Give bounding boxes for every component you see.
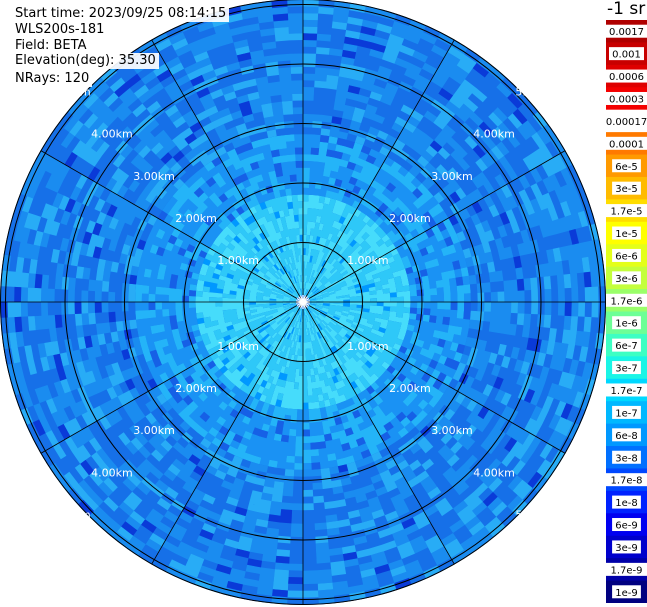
colorbar-label: 6e-8	[615, 431, 638, 442]
colorbar-label-bg	[612, 450, 641, 464]
colorbar-label-bg	[606, 562, 647, 576]
radar-gate-group	[0, 0, 606, 605]
ppi-plot: 1.00km 1.00km 1.00km 1.00km 2.00km 2.00km 2.00…	[0, 0, 606, 605]
colorbar-label-bg	[606, 136, 647, 150]
range-ring-label: 4.00km	[473, 128, 515, 141]
colorbar-label: 1e-7	[615, 408, 638, 419]
colorbar-label: 0.001	[612, 50, 641, 61]
range-ring-label: 2.00km	[175, 382, 217, 395]
colorbar-label: 0.0006	[609, 72, 644, 83]
radar-cells	[0, 0, 606, 605]
colorbar-label-bg	[606, 383, 647, 397]
colorbar-label: 3e-7	[615, 364, 638, 375]
colorbar-label-bg	[612, 159, 641, 173]
colorbar-label: 1.7e-5	[610, 207, 642, 218]
colorbar-label-bg	[612, 181, 641, 195]
colorbar-label-bg	[606, 473, 647, 487]
azimuth-spoke	[40, 301, 304, 454]
range-ring-label: 3.00km	[431, 170, 473, 183]
colorbar-unit-title: -1 sr	[607, 0, 646, 19]
center-marker	[300, 295, 306, 309]
colorbar-label: 1.7e-9	[610, 565, 642, 576]
range-ring-label: 5.00km	[49, 86, 91, 99]
colorbar-label: 1e-5	[615, 229, 638, 240]
colorbar-label: 1e-8	[615, 498, 638, 509]
range-ring-label: 4.00km	[473, 466, 515, 479]
colorbar-label: 6e-5	[615, 162, 638, 173]
radar-gate-group	[148, 135, 471, 470]
colorbar-label: 0.0001	[609, 139, 644, 150]
range-ring-label: 4.00km	[91, 466, 133, 479]
azimuth-spoke	[302, 301, 566, 454]
colorbar-label: 1e-6	[615, 319, 638, 330]
colorbar-label: 3e-6	[615, 274, 638, 285]
colorbar-label-bg	[612, 271, 641, 285]
radar-gate-group	[196, 201, 397, 410]
colorbar-label-bg	[606, 91, 647, 105]
range-ring-labels: 1.00km 1.00km 1.00km 1.00km 2.00km 2.00km 2.00…	[49, 86, 557, 522]
colorbar-label-bg	[606, 114, 647, 128]
colorbar-label: 3e-9	[615, 543, 638, 554]
radar-gate-group	[0, 0, 606, 605]
colorbar-label-bg	[612, 361, 641, 375]
range-ring-label: 5.00km	[49, 508, 91, 521]
field-label: Field: BETA	[12, 38, 90, 54]
colorbar-label: 3e-5	[615, 184, 638, 195]
start-time-label: Start time: 2023/09/25 08:14:15	[12, 6, 230, 22]
colorbar-label: 1.7e-6	[610, 296, 642, 307]
range-ring-label: 3.00km	[133, 424, 175, 437]
azimuth-spoke	[151, 301, 304, 565]
colorbar-label: 1.7e-8	[610, 476, 642, 487]
range-ring-label: 2.00km	[389, 212, 431, 225]
instrument-label: WLS200s-181	[12, 22, 108, 38]
colorbar-label-bg	[612, 248, 641, 262]
colorbar-label-bg	[612, 495, 641, 509]
azimuth-spokes	[0, 0, 606, 605]
colorbar-label: 1.7e-7	[610, 386, 642, 397]
colorbar-label-bg	[606, 204, 647, 218]
colorbar-label-bg	[612, 226, 641, 240]
colorbar-label: 6e-7	[615, 341, 638, 352]
azimuth-spoke	[40, 150, 304, 303]
colorbar-label-bg	[609, 47, 644, 61]
radar-gate-group	[0, 0, 606, 605]
colorbar-label: 6e-9	[615, 521, 638, 532]
colorbar-label: 3e-8	[615, 453, 638, 464]
colorbar-label-bg	[612, 405, 641, 419]
colorbar-label-bg	[606, 293, 647, 307]
range-ring-label: 1.00km	[347, 340, 389, 353]
colorbar: 0.0017 0.001 0.0006 0.0003 0.00017 0.0001 6e-5…	[606, 20, 647, 603]
colorbar-label-bg	[612, 518, 641, 532]
elevation-label: Elevation(deg): 35.30	[12, 53, 159, 69]
range-ring-label: 5.00km	[515, 86, 557, 99]
colorbar-label-bg	[612, 540, 641, 554]
range-ring-label: 3.00km	[431, 424, 473, 437]
colorbar-label: 6e-6	[615, 251, 638, 262]
colorbar-label-bg	[612, 338, 641, 352]
colorbar-label: 0.00017	[606, 117, 647, 128]
range-ring-label: 2.00km	[175, 212, 217, 225]
radar-gate-group	[195, 194, 411, 409]
colorbar-label: 0.0003	[609, 94, 644, 105]
azimuth-spoke	[302, 301, 455, 565]
colorbar-label-bg	[612, 585, 641, 599]
colorbar-label: 1e-9	[615, 588, 638, 599]
range-ring-label: 2.00km	[389, 382, 431, 395]
range-ring-label: 5.00km	[515, 508, 557, 521]
azimuth-spoke	[302, 39, 455, 303]
range-ring-label: 1.00km	[347, 254, 389, 267]
colorbar-label-bg	[606, 24, 647, 38]
range-ring-label: 1.00km	[217, 340, 259, 353]
azimuth-spoke	[151, 39, 304, 303]
colorbar-label-bg	[606, 69, 647, 83]
nrays-label: NRays: 120	[12, 71, 93, 87]
range-ring-label: 4.00km	[91, 128, 133, 141]
colorbar-label-bg	[612, 316, 641, 330]
azimuth-spoke	[302, 150, 566, 303]
range-ring-label: 1.00km	[217, 254, 259, 267]
colorbar-label: 0.0017	[609, 27, 644, 38]
range-ring-label: 3.00km	[133, 170, 175, 183]
colorbar-label-bg	[612, 428, 641, 442]
